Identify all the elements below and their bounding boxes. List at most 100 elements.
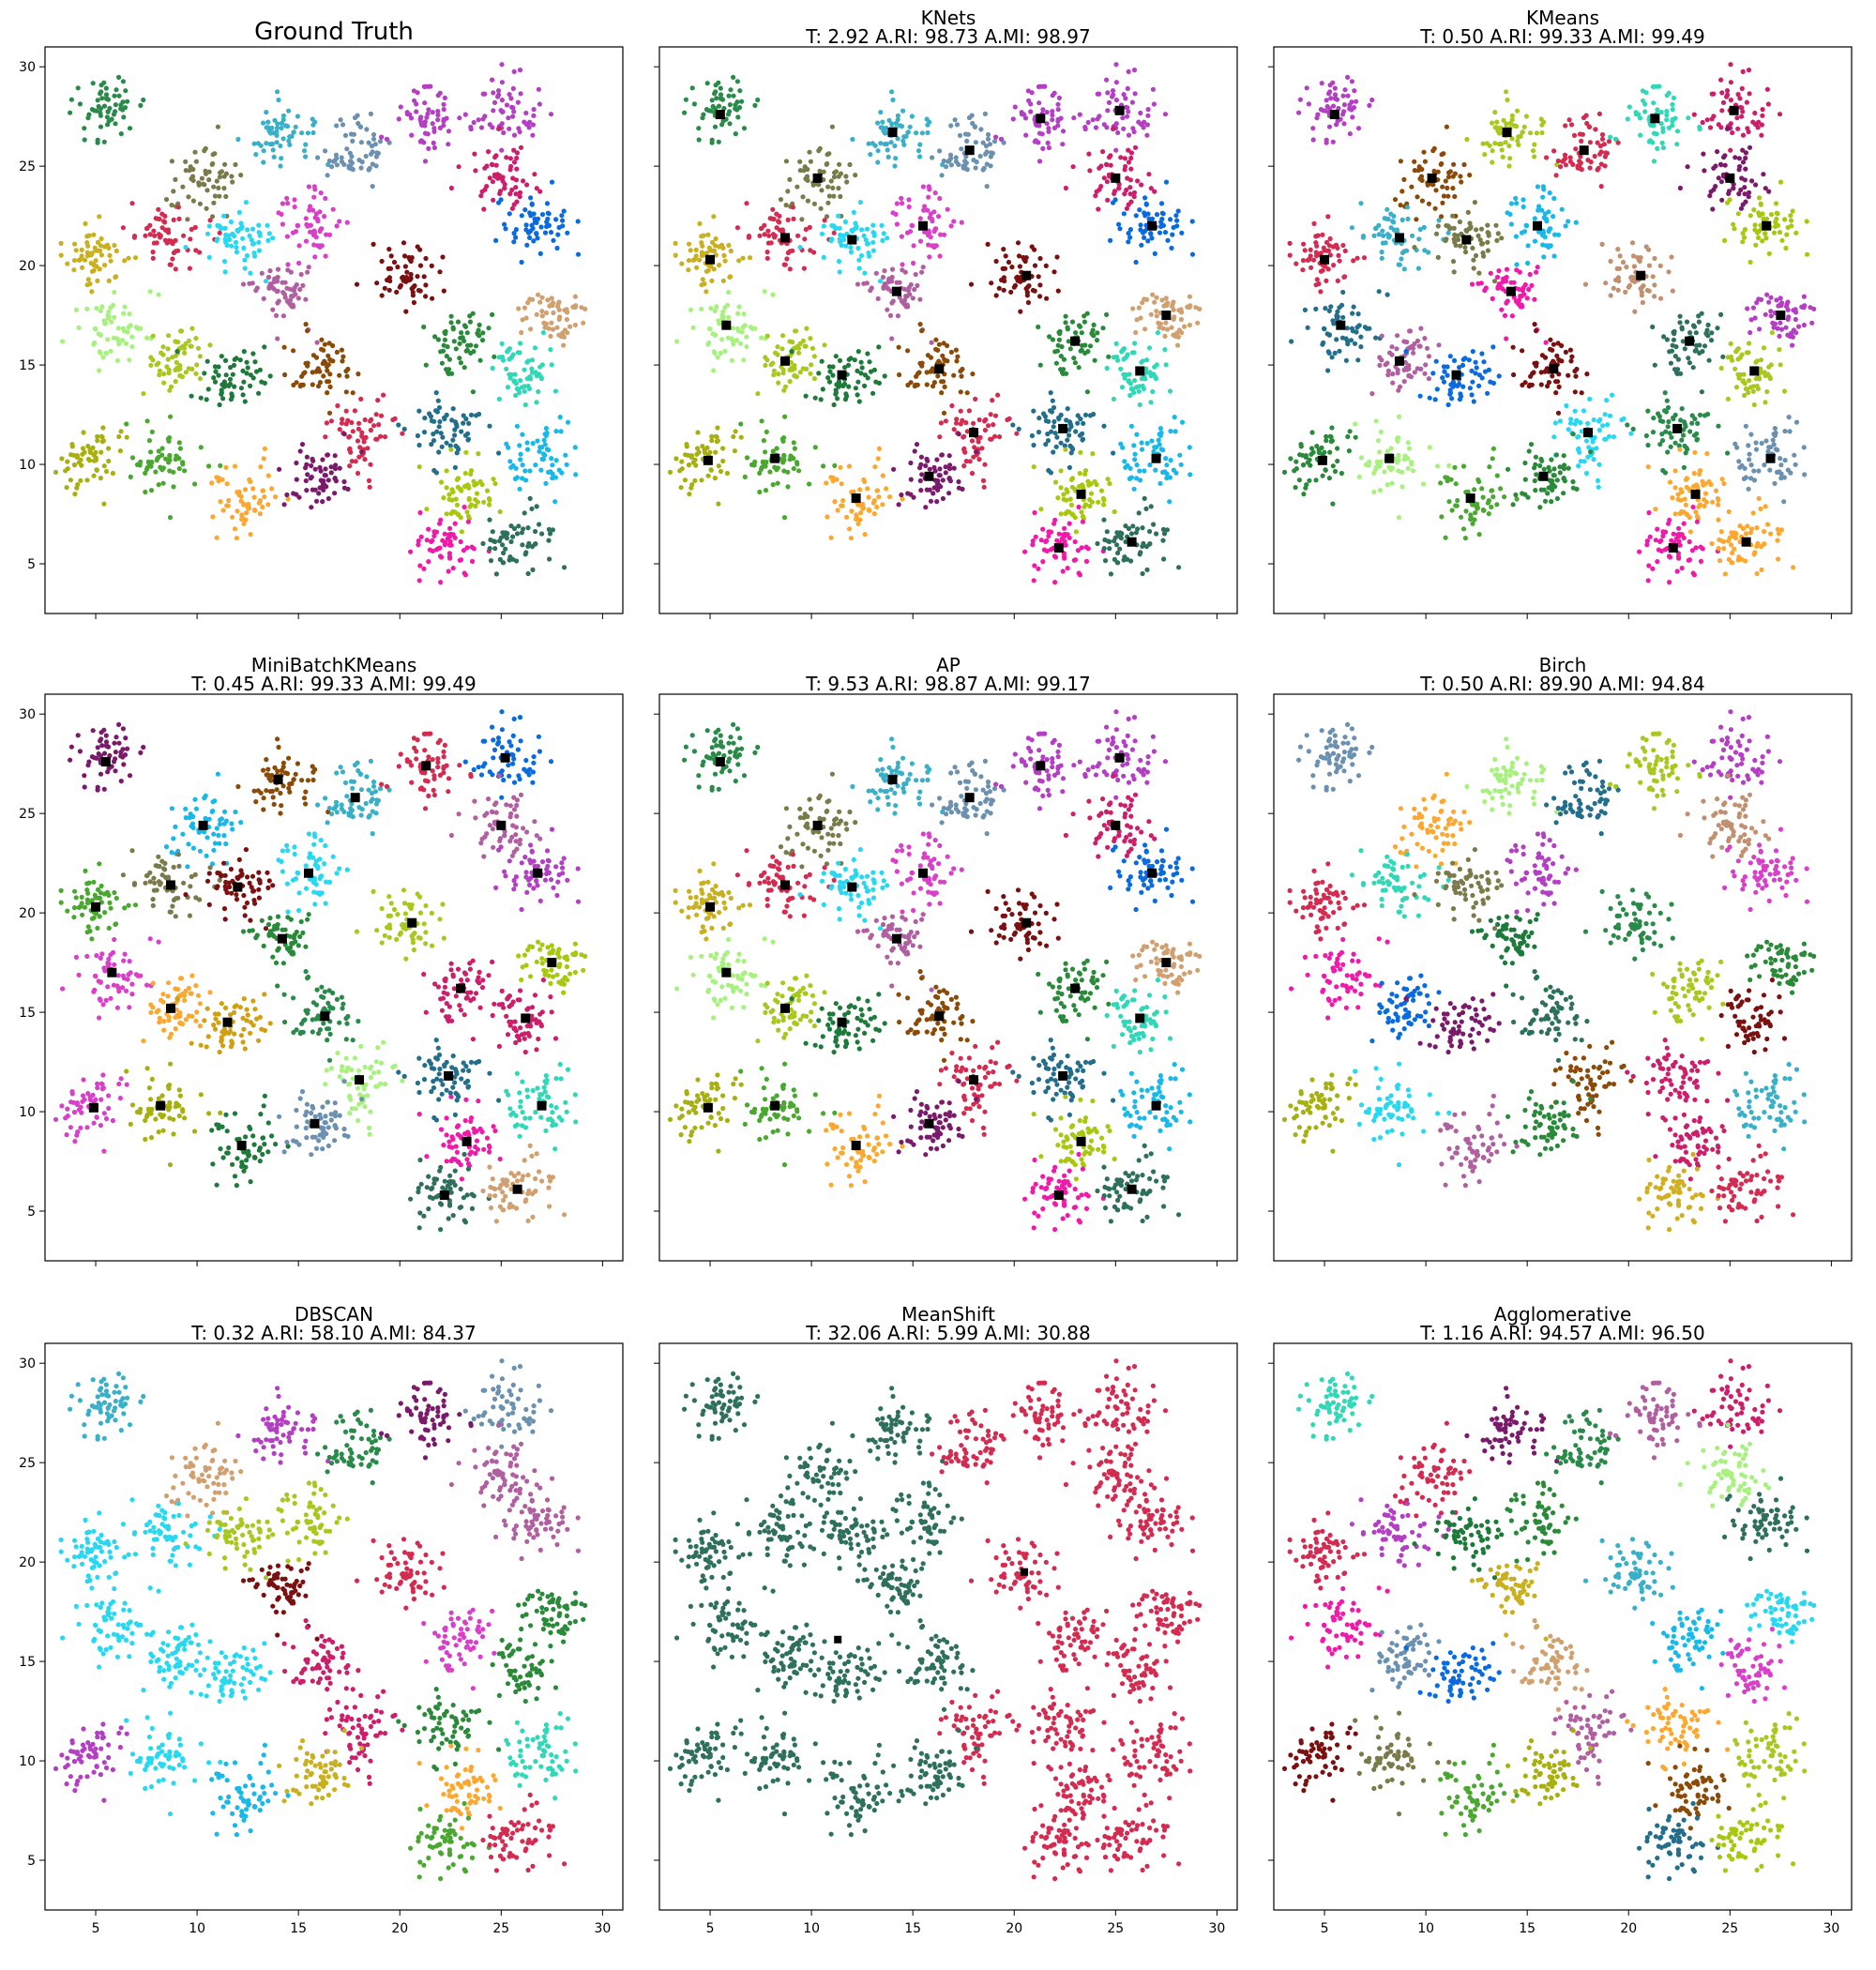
data-point <box>1310 137 1316 143</box>
data-point <box>1566 372 1571 378</box>
data-point <box>82 126 87 131</box>
data-point <box>517 68 523 73</box>
data-point <box>1126 202 1131 207</box>
data-point <box>502 221 507 227</box>
data-point <box>180 184 186 189</box>
data-point <box>965 131 971 137</box>
data-point <box>163 456 169 462</box>
data-point <box>935 487 941 493</box>
data-point <box>1107 538 1112 545</box>
data-point <box>65 459 70 464</box>
data-point <box>312 215 319 220</box>
data-point <box>469 558 476 565</box>
data-point <box>759 418 764 424</box>
data-point <box>242 257 248 263</box>
data-point <box>1403 349 1409 355</box>
data-point <box>1451 357 1458 363</box>
data-point <box>98 252 104 258</box>
data-point <box>442 337 447 342</box>
data-point <box>452 509 458 515</box>
data-point <box>262 446 267 451</box>
data-point <box>520 542 525 548</box>
data-point <box>824 161 829 167</box>
data-point <box>785 484 791 490</box>
data-point <box>1473 371 1478 376</box>
data-point <box>1082 504 1087 509</box>
data-point <box>1169 245 1174 251</box>
data-point <box>68 110 73 115</box>
data-point <box>1107 546 1112 552</box>
data-point <box>948 223 954 229</box>
data-point <box>311 242 317 248</box>
data-point <box>552 499 558 505</box>
data-point <box>1052 517 1058 523</box>
data-point <box>945 358 950 364</box>
data-point <box>939 390 945 396</box>
cluster-center <box>770 453 780 463</box>
data-point <box>1126 231 1131 236</box>
data-point <box>990 150 995 156</box>
data-point <box>1541 254 1547 260</box>
data-point <box>368 111 373 116</box>
data-point <box>424 538 430 543</box>
data-point <box>730 338 736 343</box>
data-point <box>1504 300 1509 306</box>
data-point <box>962 449 968 455</box>
data-point <box>298 271 304 278</box>
data-point <box>1327 252 1333 258</box>
data-point <box>887 312 894 318</box>
data-point <box>230 179 235 185</box>
data-point <box>95 278 100 283</box>
data-point <box>539 309 545 314</box>
data-point <box>211 375 217 381</box>
data-point <box>811 376 818 382</box>
data-point <box>514 475 521 480</box>
data-point <box>1735 211 1741 217</box>
data-point <box>1311 220 1317 226</box>
data-point <box>1474 227 1479 233</box>
data-point <box>927 487 932 492</box>
data-point <box>846 526 853 532</box>
data-point <box>840 497 846 504</box>
data-point <box>1122 156 1127 161</box>
data-point <box>240 368 246 373</box>
data-point <box>1541 187 1547 192</box>
data-point <box>727 274 733 280</box>
data-point <box>1655 145 1660 151</box>
data-point <box>1052 580 1058 585</box>
data-point <box>176 216 182 221</box>
data-point <box>486 149 492 155</box>
data-point <box>468 412 475 417</box>
data-point <box>186 194 191 200</box>
data-point <box>1443 178 1448 184</box>
data-point <box>814 181 821 187</box>
data-point <box>885 235 890 241</box>
data-point <box>866 494 871 500</box>
data-point <box>269 285 276 291</box>
data-point <box>156 482 161 488</box>
data-point <box>1768 212 1775 218</box>
data-point <box>1801 322 1807 328</box>
data-point <box>1793 330 1799 336</box>
data-point <box>1297 97 1303 102</box>
data-point <box>348 449 354 455</box>
data-point <box>1719 90 1725 96</box>
data-point <box>480 330 486 336</box>
data-point <box>261 456 266 462</box>
data-point <box>842 365 848 371</box>
data-point <box>329 164 335 170</box>
data-point <box>982 418 988 424</box>
data-point <box>1774 297 1779 303</box>
data-point <box>1579 138 1584 144</box>
data-point <box>213 369 219 374</box>
data-point <box>1030 538 1036 544</box>
data-point <box>1494 125 1500 130</box>
data-point <box>1164 302 1170 309</box>
data-point <box>1062 534 1067 539</box>
data-point <box>1552 232 1558 237</box>
data-point <box>942 384 947 389</box>
data-point <box>517 389 522 396</box>
data-point <box>673 252 678 258</box>
data-point <box>93 326 98 332</box>
cluster-center <box>934 364 945 374</box>
